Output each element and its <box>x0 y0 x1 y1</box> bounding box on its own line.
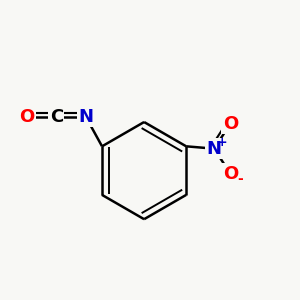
Text: O: O <box>19 108 34 126</box>
Text: -: - <box>237 172 243 186</box>
Text: O: O <box>223 115 238 133</box>
Text: O: O <box>223 165 238 183</box>
Text: N: N <box>78 108 93 126</box>
Text: N: N <box>207 140 222 158</box>
Text: C: C <box>50 108 63 126</box>
Text: +: + <box>217 136 228 149</box>
